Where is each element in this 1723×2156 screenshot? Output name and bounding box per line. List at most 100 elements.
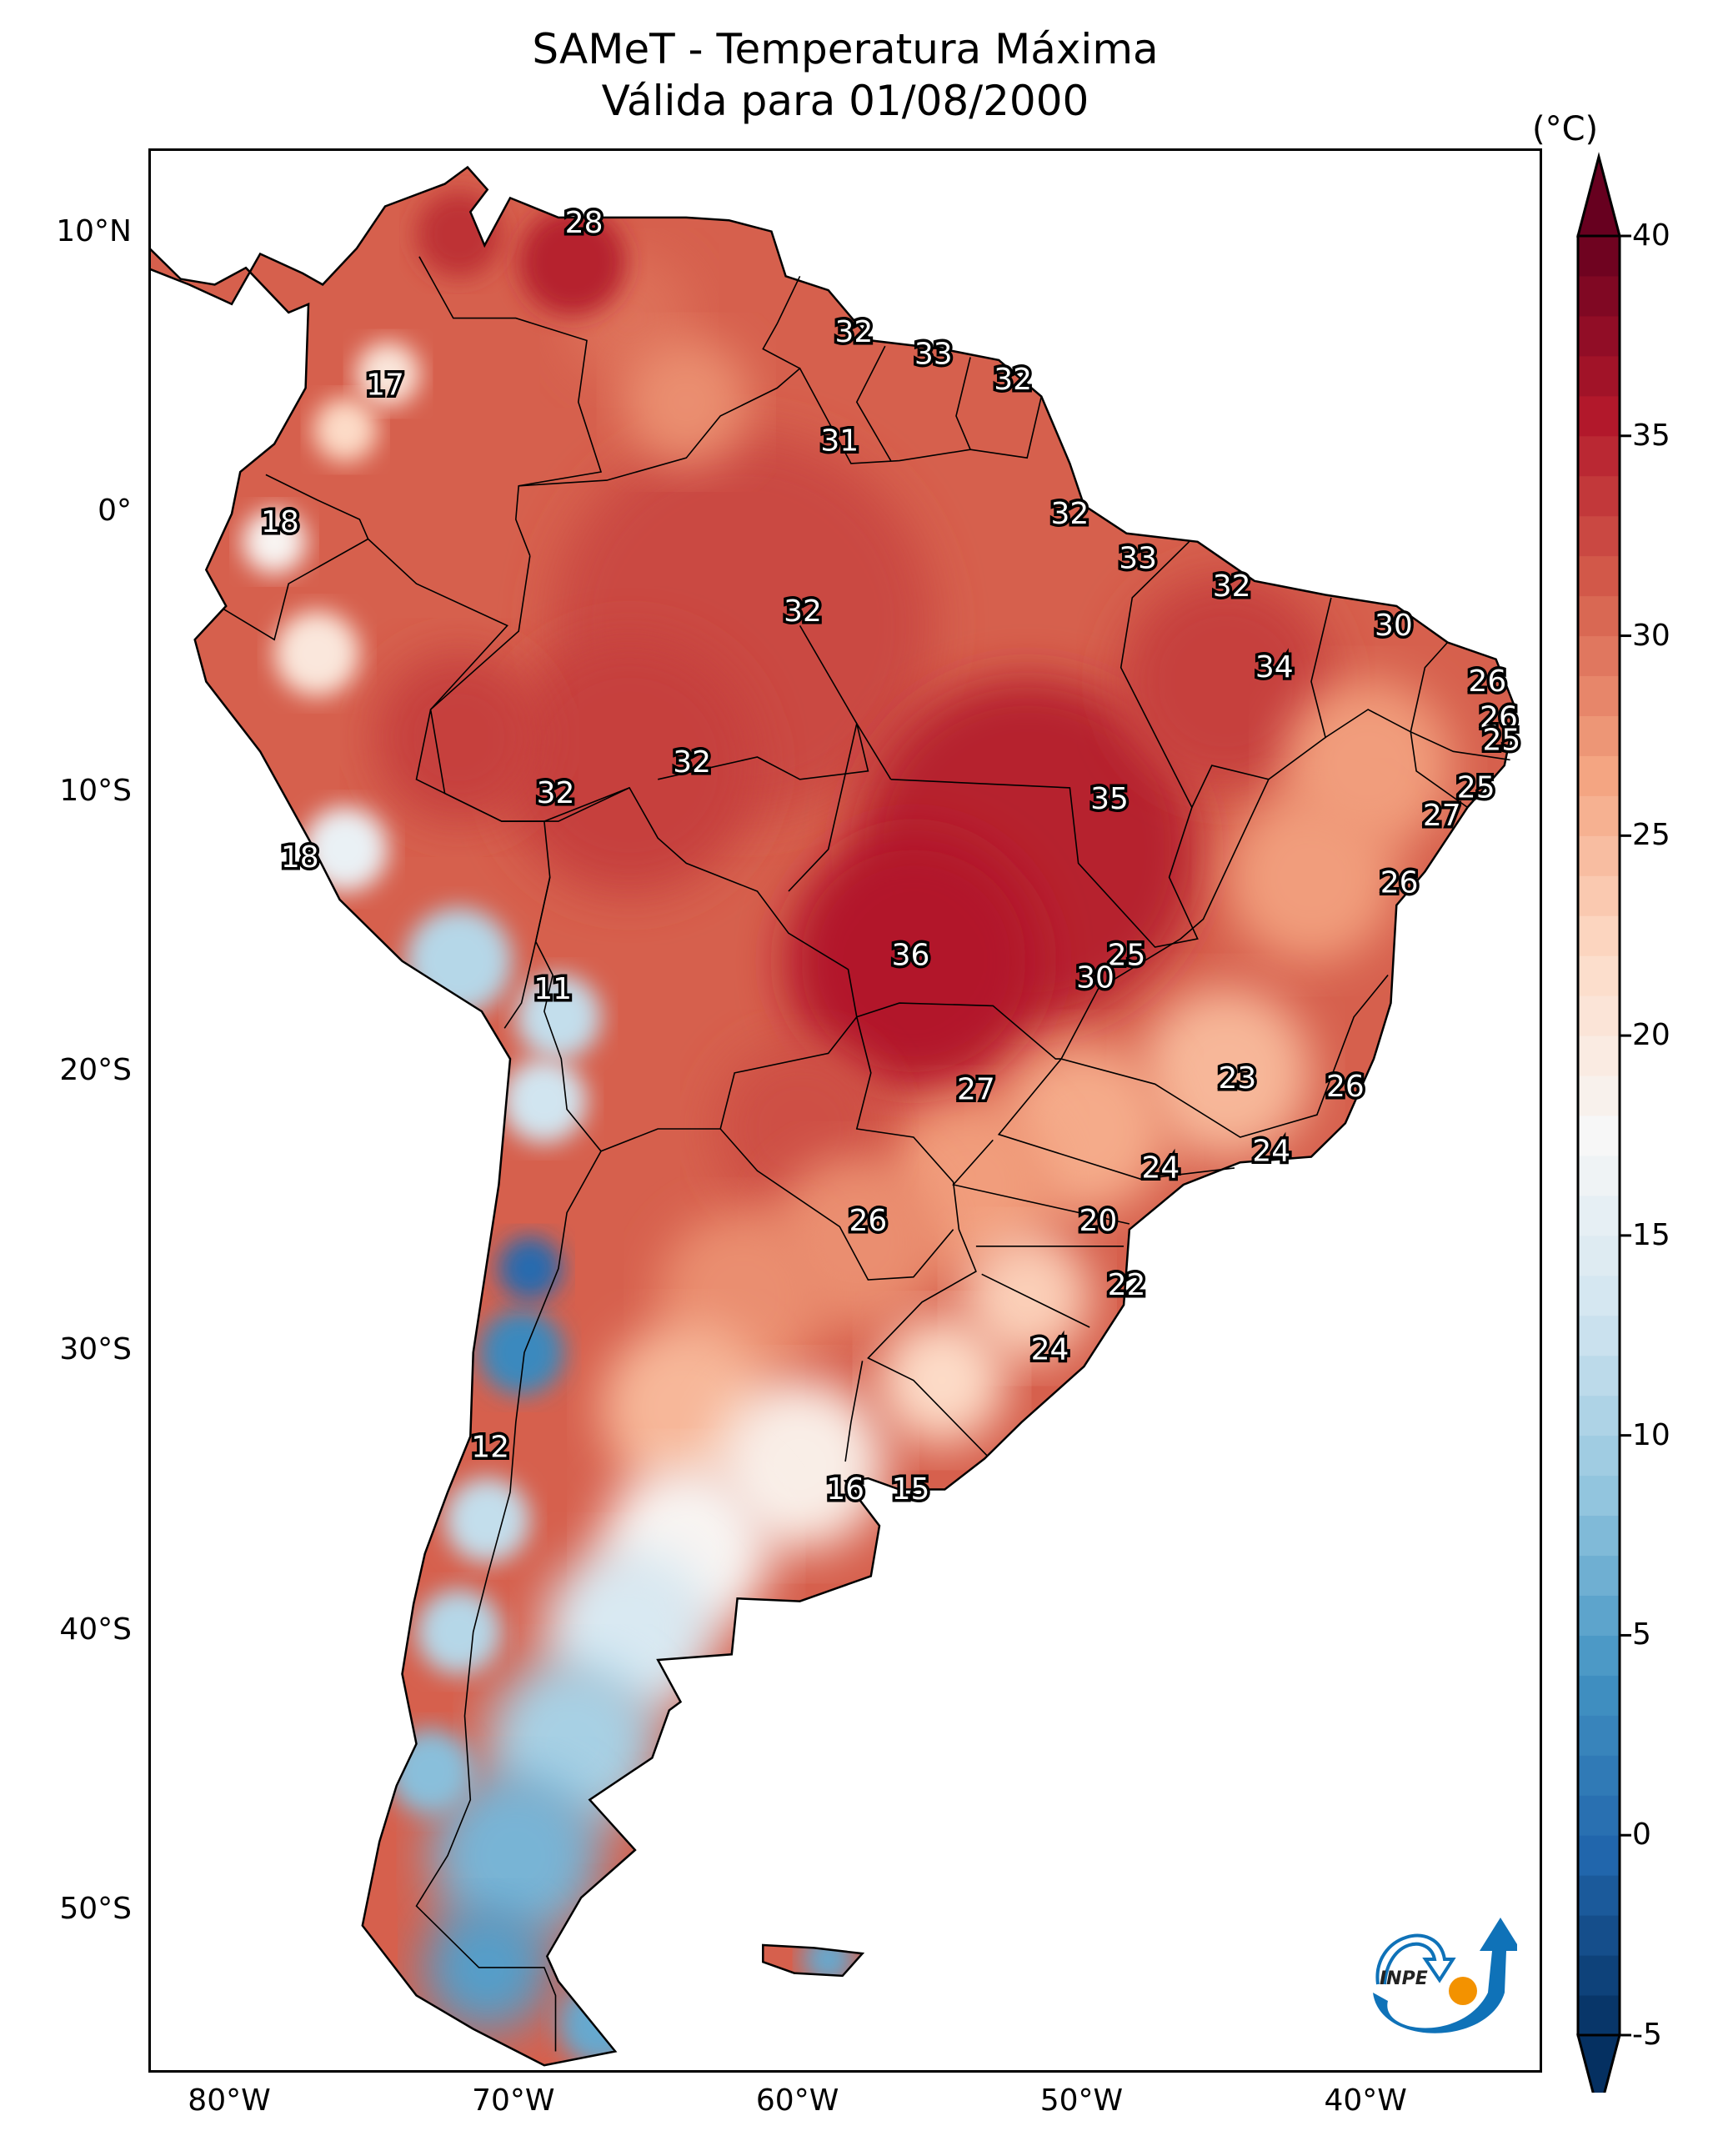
coastline <box>151 165 1517 2067</box>
colorbar-segment <box>1578 1875 1620 1916</box>
temperature-value-label: 18 <box>261 505 299 539</box>
colorbar-segment <box>1578 555 1620 597</box>
temperature-value-label: 33 <box>1119 541 1157 575</box>
colorbar-max-extend <box>1576 152 1621 238</box>
colorbar-segment <box>1578 1595 1620 1636</box>
border-line <box>658 624 869 780</box>
temperature-cell <box>878 1316 1006 1445</box>
temperature-value-label: 33 <box>914 338 953 372</box>
colorbar-segment <box>1578 1395 1620 1436</box>
colorbar-segment <box>1578 1795 1620 1836</box>
border-line <box>890 541 1199 948</box>
temperature-cell <box>430 1770 602 1941</box>
lat-tick-label: 40°S <box>59 1612 132 1647</box>
temperature-value-label: 15 <box>892 1472 930 1507</box>
temperature-value-label: 32 <box>784 594 822 629</box>
temperature-value-label: 36 <box>892 939 930 973</box>
temperature-value-label: 34 <box>1255 650 1294 684</box>
temperature-value-label: 25 <box>1108 939 1146 973</box>
temperature-value-label: 24 <box>1252 1134 1290 1168</box>
logo-sun-icon <box>1449 1977 1477 2005</box>
temperature-cell <box>519 208 626 316</box>
temperature-cell <box>405 907 513 1015</box>
colorbar-segment <box>1578 1035 1620 1076</box>
temperature-value-label: 31 <box>820 424 859 459</box>
temperature-cell <box>416 1589 502 1675</box>
temperature-cell <box>1225 791 1397 963</box>
border-line <box>418 256 603 556</box>
temperature-value-label: 12 <box>471 1431 509 1465</box>
border-line <box>997 1058 1235 1181</box>
temperature-value-label: 27 <box>957 1073 995 1107</box>
temperature-value-label: 32 <box>537 776 575 810</box>
colorbar-tick-label: 40 <box>1632 218 1670 253</box>
temperature-cell <box>274 610 360 697</box>
temperature-cell <box>501 637 758 894</box>
colorbar-tick-label: 5 <box>1632 1617 1651 1652</box>
temperature-cell <box>356 342 420 406</box>
colorbar-segment <box>1578 1915 1620 1956</box>
colorbar-tick-label: 30 <box>1632 618 1670 653</box>
colorbar-segment <box>1578 1355 1620 1396</box>
temperature-value-label: 22 <box>1108 1268 1146 1302</box>
border-line <box>534 877 858 1152</box>
colorbar-tick-label: 35 <box>1632 418 1670 453</box>
temperature-value-label: 24 <box>1142 1151 1180 1185</box>
temperature-cell <box>622 338 750 466</box>
lat-tick-label: 10°N <box>56 214 132 248</box>
temperature-cell <box>313 398 378 463</box>
logo-text: INPE <box>1380 1968 1428 1989</box>
chart-title-line-1: SAMeT - Temperatura Máxima <box>532 25 1159 73</box>
temperature-value-label: 23 <box>1219 1061 1257 1096</box>
temperature-cell <box>242 509 307 574</box>
colorbar-segment <box>1578 1116 1620 1156</box>
colorbar-segment <box>1578 275 1620 317</box>
temperature-value-label: 24 <box>1031 1332 1069 1366</box>
temperature-cell <box>501 1058 587 1144</box>
temperature-value-label: 16 <box>826 1472 864 1507</box>
colorbar-segment <box>1578 915 1620 956</box>
colorbar-segment <box>1578 1555 1620 1596</box>
temperature-value-label: 18 <box>281 840 319 875</box>
colorbar-segment <box>1578 795 1620 836</box>
lon-tick-label: 40°W <box>1324 2083 1407 2118</box>
colorbar-segment <box>1578 395 1620 437</box>
temperature-value-label: 26 <box>849 1204 887 1238</box>
lon-tick-label: 50°W <box>1039 2083 1124 2118</box>
border-line <box>543 787 630 822</box>
border-line <box>429 555 989 1457</box>
colorbar-segment <box>1578 1475 1620 1517</box>
temperature-value-label: 30 <box>1375 609 1413 643</box>
temperature-value-label: 26 <box>1468 664 1506 699</box>
temperature-value-label: 25 <box>1457 770 1495 805</box>
border-line <box>844 1361 864 1462</box>
colorbar-segment <box>1578 1955 1620 1996</box>
temperature-value-label: 27 <box>1423 799 1461 833</box>
border-line <box>762 275 801 369</box>
colorbar-segment <box>1578 715 1620 756</box>
colorbar-segment <box>1578 955 1620 996</box>
border-line <box>855 345 892 462</box>
colorbar <box>1576 152 1631 2093</box>
chart-title-line-2: Válida para 01/08/2000 <box>601 77 1089 125</box>
colorbar-outline <box>1576 234 1621 2037</box>
temperature-cell <box>803 1933 854 1985</box>
colorbar-unit-label: (°C) <box>1532 110 1599 148</box>
inpe-logo: INPE <box>1373 1918 1517 2033</box>
temperature-cell <box>444 1477 530 1563</box>
temperature-value-label: 32 <box>834 315 873 349</box>
colorbar-tick-label: -5 <box>1632 2018 1662 2052</box>
logo-swirl-icon <box>1375 1933 1456 1985</box>
colorbar-tick-label: 20 <box>1632 1018 1670 1053</box>
border-line <box>1410 731 1468 809</box>
border-line <box>1410 641 1449 732</box>
temperature-cell <box>1140 987 1312 1159</box>
lon-tick-label: 70°W <box>472 2083 555 2118</box>
colorbar-tick-label: 15 <box>1632 1217 1670 1252</box>
colorbar-segment <box>1578 1075 1620 1116</box>
colorbar-segment <box>1578 515 1620 557</box>
colorbar-segment <box>1578 1315 1620 1356</box>
colorbar-segment <box>1578 635 1620 677</box>
colorbar-segment <box>1578 1235 1620 1276</box>
